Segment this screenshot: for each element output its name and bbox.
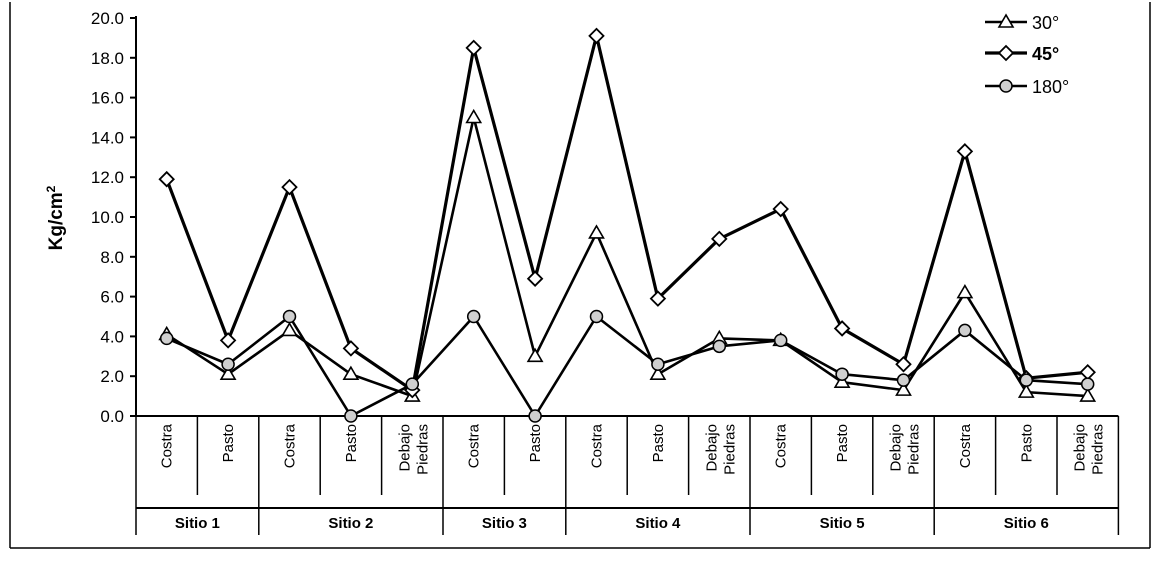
x-tick-label: DebajoPiedras [396,424,431,475]
x-tick-label: Costra [589,423,606,468]
x-tick-label: Pasto [220,424,237,462]
group-label: Sitio 2 [328,515,373,532]
legend-marker [999,79,1013,93]
data-point [1019,373,1034,387]
data-point [833,320,851,337]
data-point [772,200,789,218]
data-point [649,365,667,381]
y-tick-label: 2.0 [100,367,124,386]
legend-marker [997,13,1015,28]
data-point [895,355,912,373]
y-tick-label: 20.0 [91,9,124,28]
x-tick-label: Costra [282,423,299,468]
x-tick-label: Pasto [650,424,667,462]
data-point [465,39,482,57]
data-point [588,224,605,239]
y-tick-label: 18.0 [91,49,124,68]
data-point [895,381,912,396]
series-2 [159,309,1095,423]
data-point [526,347,544,363]
x-tick-label: Costra [466,423,483,468]
data-point [526,270,544,287]
y-tick-label: 12.0 [91,168,124,187]
data-point [651,357,665,372]
x-tick-label: Pasto [1018,424,1035,462]
data-point [221,357,235,372]
data-point [158,170,175,188]
data-point [1079,387,1097,402]
series-0 [158,108,1097,402]
legend-label: 30° [1032,13,1059,33]
series-line [166,315,1088,418]
data-point [956,284,974,299]
data-point [219,365,237,381]
data-point [833,373,851,388]
data-point [466,309,481,324]
data-point [1080,377,1095,391]
y-tick-label: 16.0 [91,89,124,108]
data-point [588,27,605,45]
series-line [165,116,1088,398]
y-tick-label: 8.0 [100,248,124,267]
data-point [956,143,974,160]
legend-label: 180° [1032,77,1069,97]
group-label: Sitio 6 [1004,515,1049,532]
y-tick-label: 10.0 [91,208,124,227]
data-point [282,309,297,324]
data-point [649,290,667,307]
x-tick-label: Costra [773,423,790,468]
x-tick-label: Pasto [834,424,851,462]
data-point [159,331,174,346]
data-point [219,332,237,349]
data-point [528,409,542,423]
x-tick-label: Costra [159,423,176,468]
data-point [896,373,911,387]
y-tick-label: 4.0 [100,327,124,346]
group-label: Sitio 1 [175,515,220,532]
y-tick-label: 14.0 [91,128,124,147]
data-point [1017,383,1035,398]
legend-label: 45° [1032,44,1059,64]
series-line [165,34,1088,392]
x-tick-label: DebajoPiedras [703,424,738,475]
x-tick-label: DebajoPiedras [1072,424,1107,475]
data-point [342,365,360,381]
x-tick-label: Pasto [343,424,360,462]
data-point [773,333,788,348]
x-tick-label: DebajoPiedras [888,424,923,475]
group-label: Sitio 4 [635,515,681,532]
y-tick-label: 0.0 [100,407,124,426]
y-axis-label: Kg/cm2 [44,185,67,250]
group-label: Sitio 3 [482,515,527,532]
data-point [405,377,420,391]
data-point [712,339,727,354]
data-point [1079,363,1096,381]
data-point [342,340,360,357]
legend-marker [997,44,1015,62]
group-label: Sitio 5 [820,515,865,532]
x-tick-label: Pasto [527,424,544,462]
data-point [835,367,849,381]
x-tick-label: Costra [957,423,974,468]
data-point [711,230,728,248]
data-point [344,409,358,423]
data-point [465,108,483,124]
data-point [281,321,298,337]
data-point [281,178,298,196]
data-point [589,309,604,324]
data-point [958,323,972,338]
y-tick-label: 6.0 [100,288,124,307]
